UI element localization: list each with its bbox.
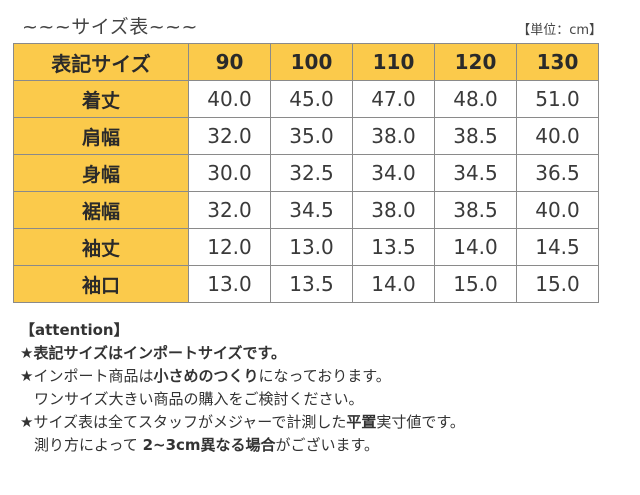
attention-heading: 【attention】 — [20, 321, 129, 339]
table-cell: 48.0 — [434, 80, 517, 118]
table-row: 裾幅 32.0 34.5 38.0 38.5 40.0 — [13, 191, 599, 229]
attention-notes: 【attention】 ★表記サイズはインポートサイズです。 ★インポート商品は… — [20, 319, 620, 457]
table-cell: 15.0 — [516, 265, 599, 303]
table-cell: 40.0 — [516, 117, 599, 155]
note-line: ★表記サイズはインポートサイズです。 — [20, 344, 287, 362]
header-cell: 130 — [516, 43, 599, 81]
table-cell: 34.5 — [434, 154, 517, 192]
note-line: ★サイズ表は全てスタッフがメジャーで計測した平置実寸値です。 — [20, 411, 620, 434]
table-cell: 13.0 — [188, 265, 271, 303]
table-cell: 13.5 — [270, 265, 353, 303]
table-cell: 15.0 — [434, 265, 517, 303]
row-label: 身幅 — [13, 154, 189, 192]
table-cell: 36.5 — [516, 154, 599, 192]
header-cell: 120 — [434, 43, 517, 81]
note-emphasis: 平置 — [346, 413, 377, 431]
table-cell: 12.0 — [188, 228, 271, 266]
table-cell: 34.5 — [270, 191, 353, 229]
table-cell: 13.0 — [270, 228, 353, 266]
table-cell: 47.0 — [352, 80, 435, 118]
note-text: ★サイズ表は全てスタッフがメジャーで計測した — [20, 413, 347, 431]
note-line: ワンサイズ大きい商品の購入をご検討ください。 — [34, 390, 364, 408]
table-row: 着丈 40.0 45.0 47.0 48.0 51.0 — [13, 80, 599, 118]
row-label: 裾幅 — [13, 191, 189, 229]
table-cell: 35.0 — [270, 117, 353, 155]
table-row: 肩幅 32.0 35.0 38.0 38.5 40.0 — [13, 117, 599, 155]
table-header-row: 表記サイズ 90 100 110 120 130 — [13, 43, 599, 81]
note-line: 測り方によって 2~3cm異なる場合がございます。 — [20, 434, 620, 457]
table-cell: 14.0 — [434, 228, 517, 266]
note-text: ★インポート商品は — [20, 367, 154, 385]
size-chart-title: ~~~サイズ表~~~ — [22, 16, 198, 38]
table-row: 身幅 30.0 32.5 34.0 34.5 36.5 — [13, 154, 599, 192]
note-emphasis: 2~3cm異なる場合 — [142, 436, 276, 454]
table-cell: 38.5 — [434, 117, 517, 155]
table-cell: 40.0 — [188, 80, 271, 118]
table-cell: 38.0 — [352, 117, 435, 155]
note-emphasis: 小さめのつくり — [153, 367, 259, 385]
note-text: がございます。 — [275, 436, 380, 454]
table-cell: 13.5 — [352, 228, 435, 266]
row-label: 着丈 — [13, 80, 189, 118]
header-cell: 90 — [188, 43, 271, 81]
table-cell: 30.0 — [188, 154, 271, 192]
table-row: 袖口 13.0 13.5 14.0 15.0 15.0 — [13, 265, 599, 303]
row-label: 袖丈 — [13, 228, 189, 266]
table-cell: 32.0 — [188, 117, 271, 155]
size-table: 表記サイズ 90 100 110 120 130 着丈 40.0 45.0 47… — [13, 43, 599, 303]
table-cell: 38.5 — [434, 191, 517, 229]
note-line: ★インポート商品は小さめのつくりになっております。 — [20, 365, 620, 388]
note-text: 測り方によって — [34, 436, 143, 454]
table-cell: 40.0 — [516, 191, 599, 229]
table-cell: 32.5 — [270, 154, 353, 192]
table-cell: 14.5 — [516, 228, 599, 266]
header-cell: 表記サイズ — [13, 43, 189, 81]
header-cell: 110 — [352, 43, 435, 81]
row-label: 袖口 — [13, 265, 189, 303]
row-label: 肩幅 — [13, 117, 189, 155]
table-cell: 51.0 — [516, 80, 599, 118]
note-text: 実寸値です。 — [376, 413, 465, 431]
table-cell: 34.0 — [352, 154, 435, 192]
table-row: 袖丈 12.0 13.0 13.5 14.0 14.5 — [13, 228, 599, 266]
table-cell: 32.0 — [188, 191, 271, 229]
table-cell: 38.0 — [352, 191, 435, 229]
table-cell: 45.0 — [270, 80, 353, 118]
table-cell: 14.0 — [352, 265, 435, 303]
header-cell: 100 — [270, 43, 353, 81]
unit-label: 【単位：cm】 — [517, 23, 602, 38]
note-text: になっております。 — [258, 367, 391, 385]
